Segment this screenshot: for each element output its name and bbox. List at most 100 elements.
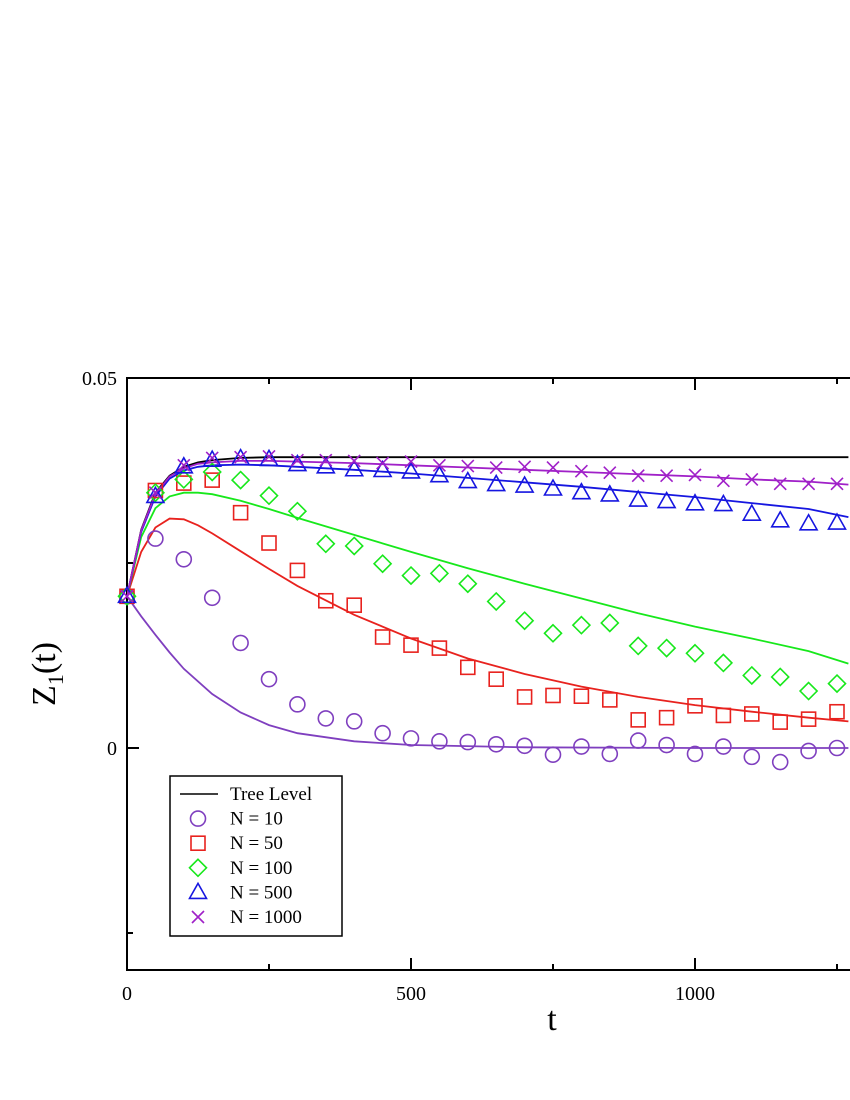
- point-n-100: [514, 611, 535, 631]
- point-n-10: [402, 730, 420, 747]
- point-n-500: [827, 512, 847, 530]
- point-n-10: [431, 733, 448, 750]
- point-n-100: [202, 462, 222, 482]
- point-n-500: [287, 453, 308, 472]
- point-n-100: [287, 501, 308, 521]
- legend-label: N = 1000: [230, 907, 302, 928]
- point-n-100: [827, 673, 847, 694]
- y-tick-label: 0: [107, 738, 117, 760]
- point-n-50: [630, 712, 647, 728]
- point-n-500: [685, 493, 705, 511]
- point-n-10: [544, 746, 562, 763]
- point-n-500: [344, 459, 365, 477]
- point-n-500: [713, 493, 734, 512]
- point-n-1000: [262, 449, 276, 464]
- point-n-10: [686, 745, 704, 763]
- legend-marker-swatch: [191, 910, 205, 924]
- legend-label: N = 100: [230, 858, 292, 879]
- point-n-100: [600, 613, 620, 633]
- point-n-1000: [603, 466, 617, 480]
- point-n-100: [770, 667, 790, 687]
- legend-label: Tree Level: [230, 784, 312, 805]
- point-n-10: [317, 710, 335, 727]
- point-n-500: [230, 448, 251, 466]
- point-n-1000: [716, 474, 730, 488]
- point-n-50: [772, 714, 789, 730]
- point-n-10: [260, 670, 278, 688]
- point-n-50: [829, 703, 845, 720]
- curve-n-1000-fit-: [127, 460, 849, 597]
- curve-n-100-fit-: [127, 491, 849, 665]
- point-n-500: [372, 459, 393, 478]
- point-n-10: [715, 738, 732, 755]
- point-n-500: [514, 475, 535, 493]
- point-n-100: [429, 563, 450, 583]
- point-n-1000: [773, 477, 787, 491]
- point-n-500: [486, 473, 507, 492]
- point-n-100: [458, 574, 478, 594]
- point-n-500: [741, 503, 762, 521]
- point-n-1000: [347, 454, 361, 468]
- point-n-1000: [546, 460, 560, 475]
- point-n-50: [374, 629, 391, 645]
- point-n-100: [401, 565, 421, 586]
- point-n-50: [459, 659, 476, 676]
- point-n-10: [828, 739, 846, 757]
- point-n-1000: [290, 453, 304, 467]
- point-n-10: [147, 530, 164, 547]
- point-n-100: [486, 591, 506, 612]
- point-n-10: [345, 713, 363, 730]
- point-n-50: [431, 640, 448, 656]
- point-n-1000: [802, 477, 816, 491]
- point-n-10: [601, 745, 619, 763]
- x-tick-label: 0: [122, 983, 132, 1005]
- point-n-500: [173, 456, 194, 474]
- point-n-1000: [745, 472, 759, 486]
- curve-n-10-fit-: [127, 595, 849, 749]
- point-n-1000: [376, 456, 390, 470]
- point-n-100: [174, 469, 194, 490]
- point-n-50: [545, 687, 561, 704]
- point-n-1000: [404, 455, 418, 469]
- point-n-10: [658, 736, 675, 754]
- point-n-10: [629, 732, 647, 749]
- point-n-1000: [489, 460, 503, 475]
- legend-label: N = 50: [230, 833, 283, 854]
- point-n-10: [289, 696, 306, 713]
- point-n-100: [543, 623, 563, 643]
- point-n-500: [770, 510, 791, 528]
- point-n-50: [516, 689, 533, 705]
- point-n-10: [516, 737, 533, 755]
- point-n-500: [599, 484, 620, 502]
- point-n-500: [656, 490, 677, 509]
- point-n-100: [685, 643, 705, 663]
- point-n-1000: [660, 469, 674, 483]
- legend-box: [169, 775, 343, 937]
- point-n-500: [259, 448, 279, 467]
- point-n-10: [232, 634, 249, 652]
- axes: 0 500 1000 0 0.05: [82, 368, 838, 1005]
- point-n-50: [687, 698, 703, 714]
- point-n-500: [202, 449, 223, 467]
- point-n-1000: [518, 460, 532, 474]
- point-n-50: [204, 472, 220, 488]
- point-n-50: [743, 706, 760, 722]
- point-n-500: [457, 470, 478, 489]
- point-n-100: [742, 665, 762, 686]
- point-n-1000: [319, 453, 333, 467]
- point-n-1000: [432, 458, 446, 472]
- legend-marker-swatch: [190, 835, 206, 852]
- point-n-1000: [177, 458, 191, 472]
- point-n-500: [145, 485, 166, 504]
- point-n-1000: [148, 486, 162, 500]
- point-n-1000: [688, 468, 702, 482]
- point-n-100: [230, 470, 251, 490]
- point-n-100: [117, 586, 137, 606]
- point-n-100: [628, 636, 648, 656]
- point-n-50: [715, 707, 732, 724]
- point-n-10: [771, 753, 789, 771]
- point-n-100: [798, 681, 819, 701]
- point-n-50: [232, 504, 249, 521]
- point-n-50: [289, 562, 306, 579]
